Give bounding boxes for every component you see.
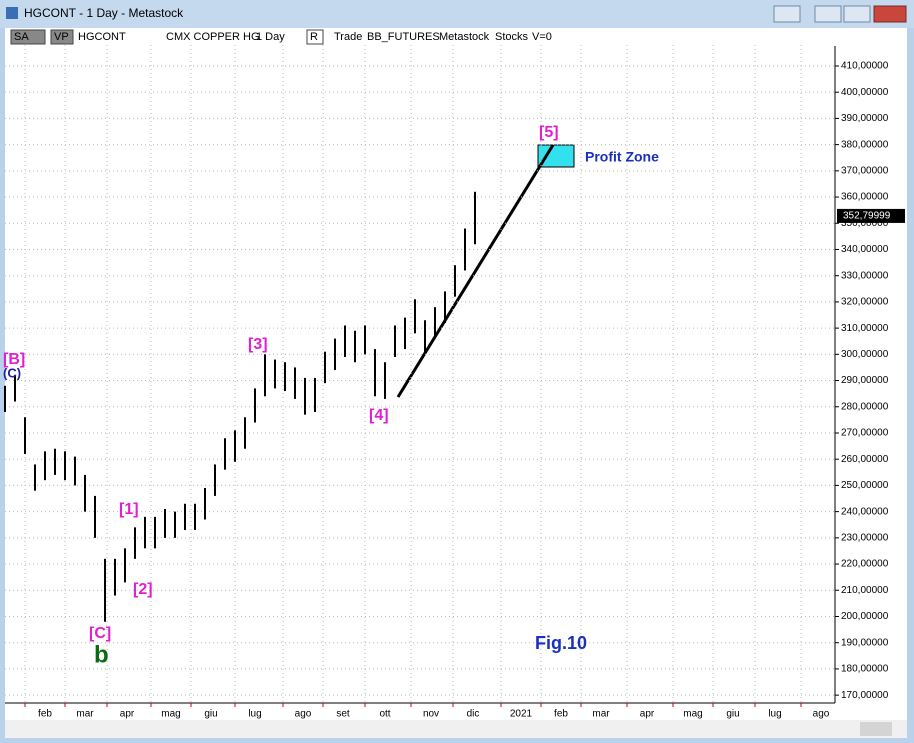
maximize-button[interactable] [843,5,871,23]
toolbar-box [10,29,46,45]
x-tick-label: ago [813,709,830,720]
x-tick-label: mag [161,709,180,720]
title-bar [0,0,914,28]
annotation: (C) [3,365,21,380]
y-tick-label: 170,00000 [841,690,889,701]
y-tick-label: 380,00000 [841,139,889,150]
annotation: Fig.10 [535,633,587,653]
x-tick-label: mag [683,709,702,720]
x-tick-label: feb [38,709,52,720]
y-tick-label: 210,00000 [841,585,889,596]
annotation: Profit Zone [585,149,659,165]
toolbar-item: Metastock [439,31,490,43]
last-price-label: 352,79999 [843,211,891,222]
x-tick-label: nov [423,709,439,720]
y-tick-label: 280,00000 [841,401,889,412]
x-tick-label: feb [554,709,568,720]
x-tick-label: ago [295,709,312,720]
y-tick-label: 300,00000 [841,349,889,360]
toolbar-item: VP [54,31,69,43]
toolbar-box [306,29,324,45]
y-tick-label: 190,00000 [841,637,889,648]
annotation: [1] [119,501,139,518]
toolbar-item: BB_FUTURES [367,31,440,43]
y-tick-label: 220,00000 [841,559,889,570]
close-button[interactable] [873,5,907,23]
y-tick-label: 360,00000 [841,192,889,203]
last-price-box [837,208,905,223]
x-tick-label: 2021 [510,709,533,720]
y-tick-label: 270,00000 [841,428,889,439]
toolbar-box [50,29,74,45]
x-axis-band [5,705,907,720]
toolbar-item: SA [14,31,29,43]
y-tick-label: 320,00000 [841,297,889,308]
annotation: [5] [539,124,559,141]
y-tick-label: 290,00000 [841,375,889,386]
scroll-thumb[interactable] [860,722,892,736]
restore-button[interactable] [773,5,801,23]
annotation: b [94,641,109,668]
x-tick-label: apr [120,709,135,720]
y-tick-label: 310,00000 [841,323,889,334]
scrollbar[interactable] [5,720,907,738]
app-icon [6,7,18,19]
x-tick-label: lug [768,709,781,720]
y-tick-label: 240,00000 [841,506,889,517]
x-tick-label: set [336,709,350,720]
toolbar-item: Trade [334,31,362,43]
y-tick-label: 370,00000 [841,165,889,176]
toolbar-item: V=0 [532,31,552,43]
toolbar-item: R [310,31,318,43]
annotation: [2] [133,581,153,598]
toolbar-item: HGCONT [78,31,126,43]
trend-line [396,144,555,398]
profit-zone-box [537,144,575,168]
window-title: HGCONT - 1 Day - Metastock [24,6,184,20]
y-tick-label: 230,00000 [841,532,889,543]
x-tick-label: giu [204,709,217,720]
x-tick-label: apr [640,709,655,720]
y-tick-label: 200,00000 [841,611,889,622]
y-tick-label: 340,00000 [841,244,889,255]
x-tick-label: ott [379,709,390,720]
x-tick-label: giu [726,709,739,720]
y-tick-label: 260,00000 [841,454,889,465]
x-tick-label: mar [592,709,610,720]
toolbar-item: Stocks [495,31,529,43]
y-tick-label: 390,00000 [841,113,889,124]
x-tick-label: dic [467,709,480,720]
y-tick-label: 410,00000 [841,61,889,72]
x-tick-label: lug [248,709,261,720]
chart-area [5,28,907,705]
y-tick-label: 250,00000 [841,480,889,491]
y-tick-label: 330,00000 [841,270,889,281]
x-tick-label: mar [76,709,94,720]
annotation: [B] [3,351,25,368]
toolbar-item: CMX COPPER HG [166,31,260,43]
y-tick-label: 400,00000 [841,87,889,98]
annotation: [C] [89,625,111,642]
y-tick-label: 180,00000 [841,664,889,675]
annotation: [4] [369,407,389,424]
y-tick-label: 350,00000 [841,218,889,229]
toolbar-item: 1 Day [256,31,285,43]
annotation: [3] [248,336,268,353]
minimize-button[interactable] [814,5,842,23]
